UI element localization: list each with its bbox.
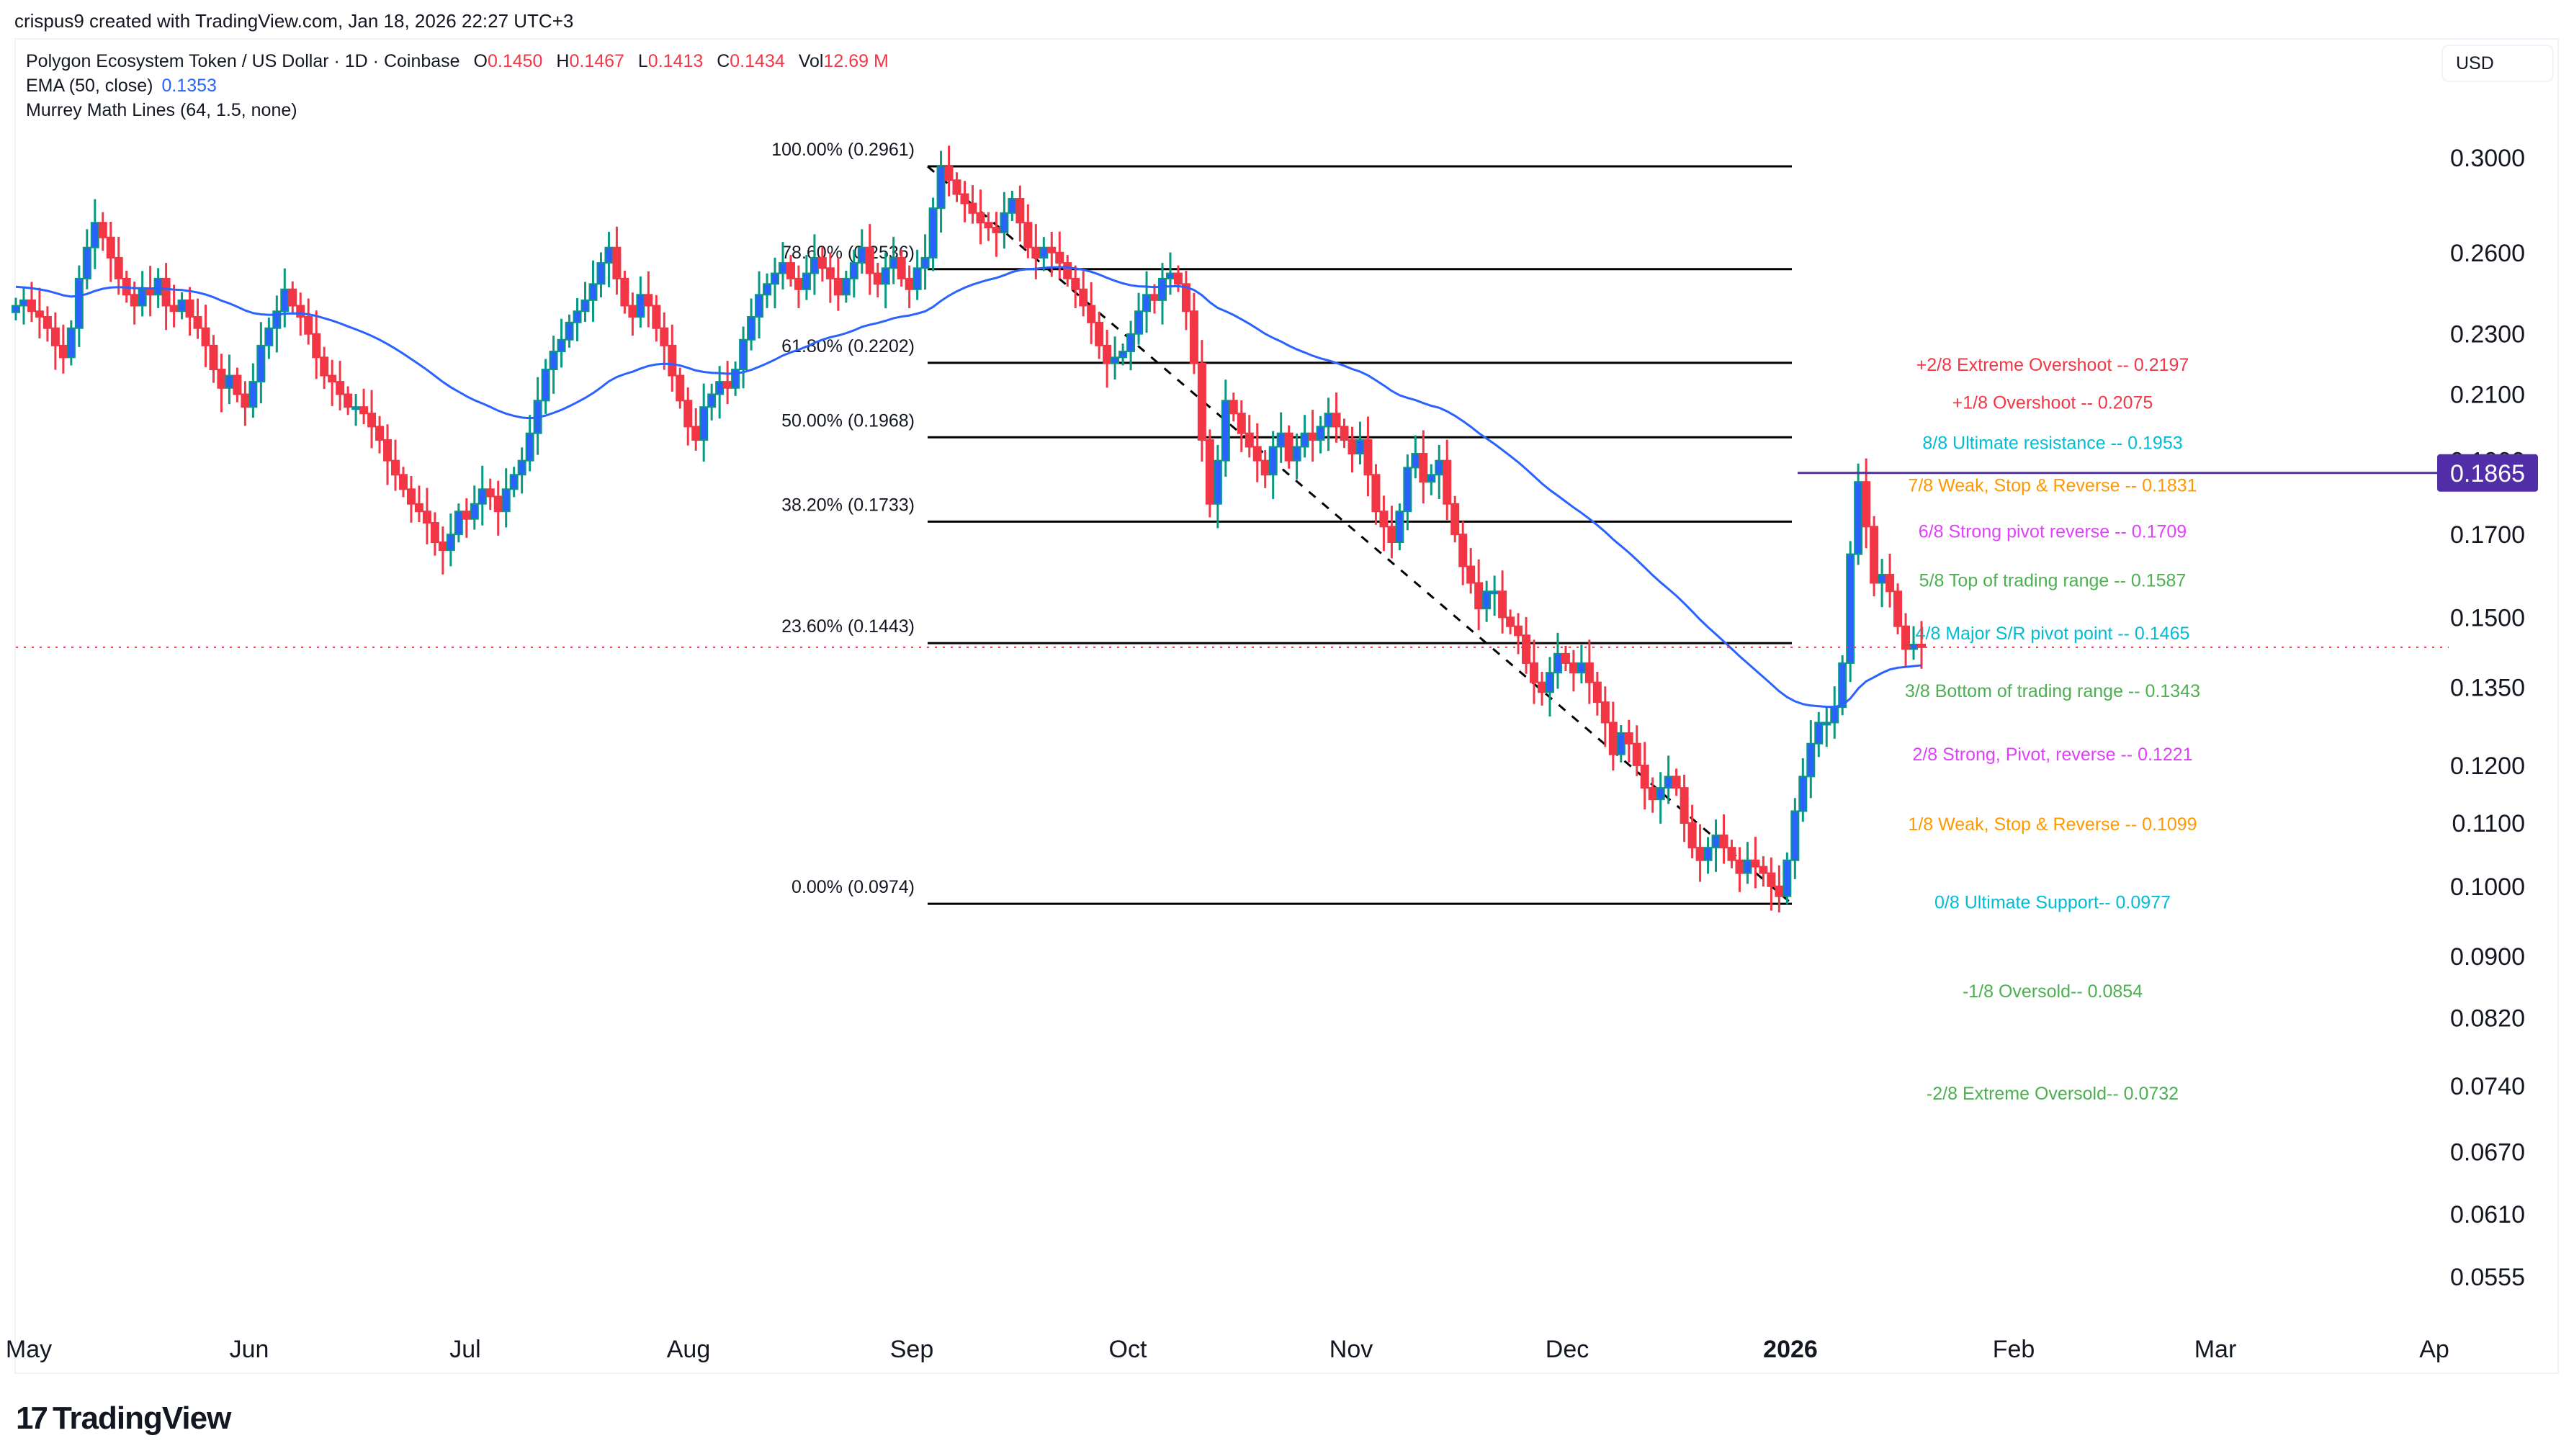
tradingview-wordmark: TradingView	[52, 1401, 231, 1436]
price-tick-label: 0.0555	[2450, 1264, 2525, 1291]
ema-row[interactable]: EMA (50, close) 0.1353	[26, 73, 889, 98]
price-tick-label: 0.0670	[2450, 1139, 2525, 1167]
ema-label: EMA (50, close)	[26, 76, 153, 96]
time-tick-label: Aug	[667, 1336, 711, 1363]
fib-label: 0.00% (0.0974)	[792, 877, 915, 897]
murrey-label: Murrey Math Lines (64, 1.5, none)	[26, 100, 297, 120]
murrey-level-label: 6/8 Strong pivot reverse -- 0.1709	[1919, 521, 2187, 541]
time-tick-label: Nov	[1329, 1336, 1373, 1363]
price-tick-label: 0.1350	[2450, 674, 2525, 701]
chart-panel[interactable]	[14, 38, 2559, 1374]
currency-button[interactable]: USD	[2441, 45, 2554, 82]
price-label-box[interactable]	[2437, 454, 2538, 492]
low-label: L	[637, 51, 648, 71]
time-tick-label: Feb	[1993, 1336, 2035, 1363]
low-value: 0.1413	[647, 51, 704, 71]
price-label-value: 0.1865	[2450, 460, 2525, 487]
murrey-level-label: 7/8 Weak, Stop & Reverse -- 0.1831	[1908, 476, 2197, 496]
volume-label: Vol	[798, 51, 824, 71]
candlesticks	[12, 145, 1926, 913]
price-tick-label: 0.0740	[2450, 1073, 2525, 1100]
price-tick-label: 0.0610	[2450, 1201, 2525, 1228]
time-tick-label: Jun	[230, 1336, 269, 1363]
price-tick-label: 0.1700	[2450, 521, 2525, 549]
murrey-level-label: 8/8 Ultimate resistance -- 0.1953	[1922, 433, 2182, 453]
time-tick-label: Sep	[890, 1336, 934, 1363]
tradingview-logo[interactable]: 17 TradingView	[16, 1401, 231, 1437]
murrey-math-labels: +2/8 Extreme Overshoot -- 0.2197 +1/8 Ove…	[1905, 355, 2200, 1104]
price-tick-label: 0.2600	[2450, 240, 2525, 267]
symbol-row: Polygon Ecosystem Token / US Dollar · 1D…	[26, 49, 889, 73]
murrey-level-label: 2/8 Strong, Pivot, reverse -- 0.1221	[1912, 745, 2192, 765]
murrey-level-label: 5/8 Top of trading range -- 0.1587	[1919, 570, 2187, 590]
price-tick-label: 0.1200	[2450, 752, 2525, 780]
chart-legend: Polygon Ecosystem Token / US Dollar · 1D…	[26, 49, 889, 122]
murrey-level-label: 3/8 Bottom of trading range -- 0.1343	[1905, 681, 2200, 701]
tradingview-logo-icon: 17	[16, 1401, 48, 1436]
price-tick-label: 0.3000	[2450, 145, 2525, 172]
fib-retracement-lines[interactable]: 100.00% (0.2961)78.60% (0.2536)61.80% (0…	[771, 140, 1793, 905]
price-tick-label: 0.1000	[2450, 873, 2525, 901]
time-tick-label: Ap	[2419, 1336, 2449, 1363]
open-value: 0.1450	[487, 51, 543, 71]
murrey-level-label: -1/8 Oversold-- 0.0854	[1963, 981, 2143, 1002]
price-tick-label: 0.1100	[2452, 810, 2525, 837]
open-label: O	[473, 51, 488, 71]
ema-value: 0.1353	[161, 76, 217, 96]
fib-label: 61.80% (0.2202)	[781, 336, 915, 356]
murrey-level-label: 1/8 Weak, Stop & Reverse -- 0.1099	[1908, 814, 2197, 835]
ema-line[interactable]	[15, 266, 1922, 709]
price-tick-label: 0.2100	[2450, 381, 2525, 408]
volume-value: 12.69 M	[823, 51, 889, 71]
high-value: 0.1467	[569, 51, 624, 71]
murrey-level-label: -2/8 Extreme Oversold-- 0.0732	[1927, 1084, 2179, 1104]
price-tick-label: 0.2300	[2450, 321, 2525, 349]
fib-label: 23.60% (0.1443)	[781, 616, 915, 637]
price-tick-label: 0.0820	[2450, 1005, 2525, 1033]
price-tick-label: 0.1500	[2450, 604, 2525, 632]
time-tick-label: Mar	[2194, 1336, 2237, 1363]
overlays	[15, 266, 2450, 709]
symbol-title[interactable]: Polygon Ecosystem Token / US Dollar · 1D…	[26, 51, 460, 71]
murrey-row[interactable]: Murrey Math Lines (64, 1.5, none)	[26, 98, 889, 122]
time-tick-label: Jul	[449, 1336, 480, 1363]
price-axis[interactable]: 0.30000.26000.23000.21000.19000.17000.15…	[2437, 145, 2538, 1291]
fib-label: 50.00% (0.1968)	[781, 410, 915, 431]
time-tick-label: Oct	[1109, 1336, 1147, 1363]
murrey-level-label: +2/8 Extreme Overshoot -- 0.2197	[1916, 355, 2189, 375]
fib-label: 100.00% (0.2961)	[771, 140, 915, 160]
price-tick-label: 0.0900	[2450, 943, 2525, 971]
time-axis[interactable]: May Jun Jul Aug Sep Oct Nov Dec 2026 Feb Mar Ap	[6, 1336, 2449, 1363]
time-tick-label: May	[6, 1336, 52, 1363]
time-tick-label: Dec	[1546, 1336, 1589, 1363]
chart-credit: crispus9 created with TradingView.com, J…	[14, 10, 574, 32]
time-tick-label: 2026	[1763, 1336, 1818, 1363]
murrey-level-label: +1/8 Overshoot -- 0.2075	[1952, 393, 2153, 413]
close-value: 0.1434	[730, 51, 785, 71]
high-label: H	[556, 51, 570, 71]
murrey-level-label: 0/8 Ultimate Support-- 0.0977	[1934, 892, 2171, 912]
close-label: C	[717, 51, 730, 71]
murrey-level-label: 4/8 Major S/R pivot point -- 0.1465	[1916, 624, 2190, 644]
fib-label: 38.20% (0.1733)	[781, 495, 915, 515]
